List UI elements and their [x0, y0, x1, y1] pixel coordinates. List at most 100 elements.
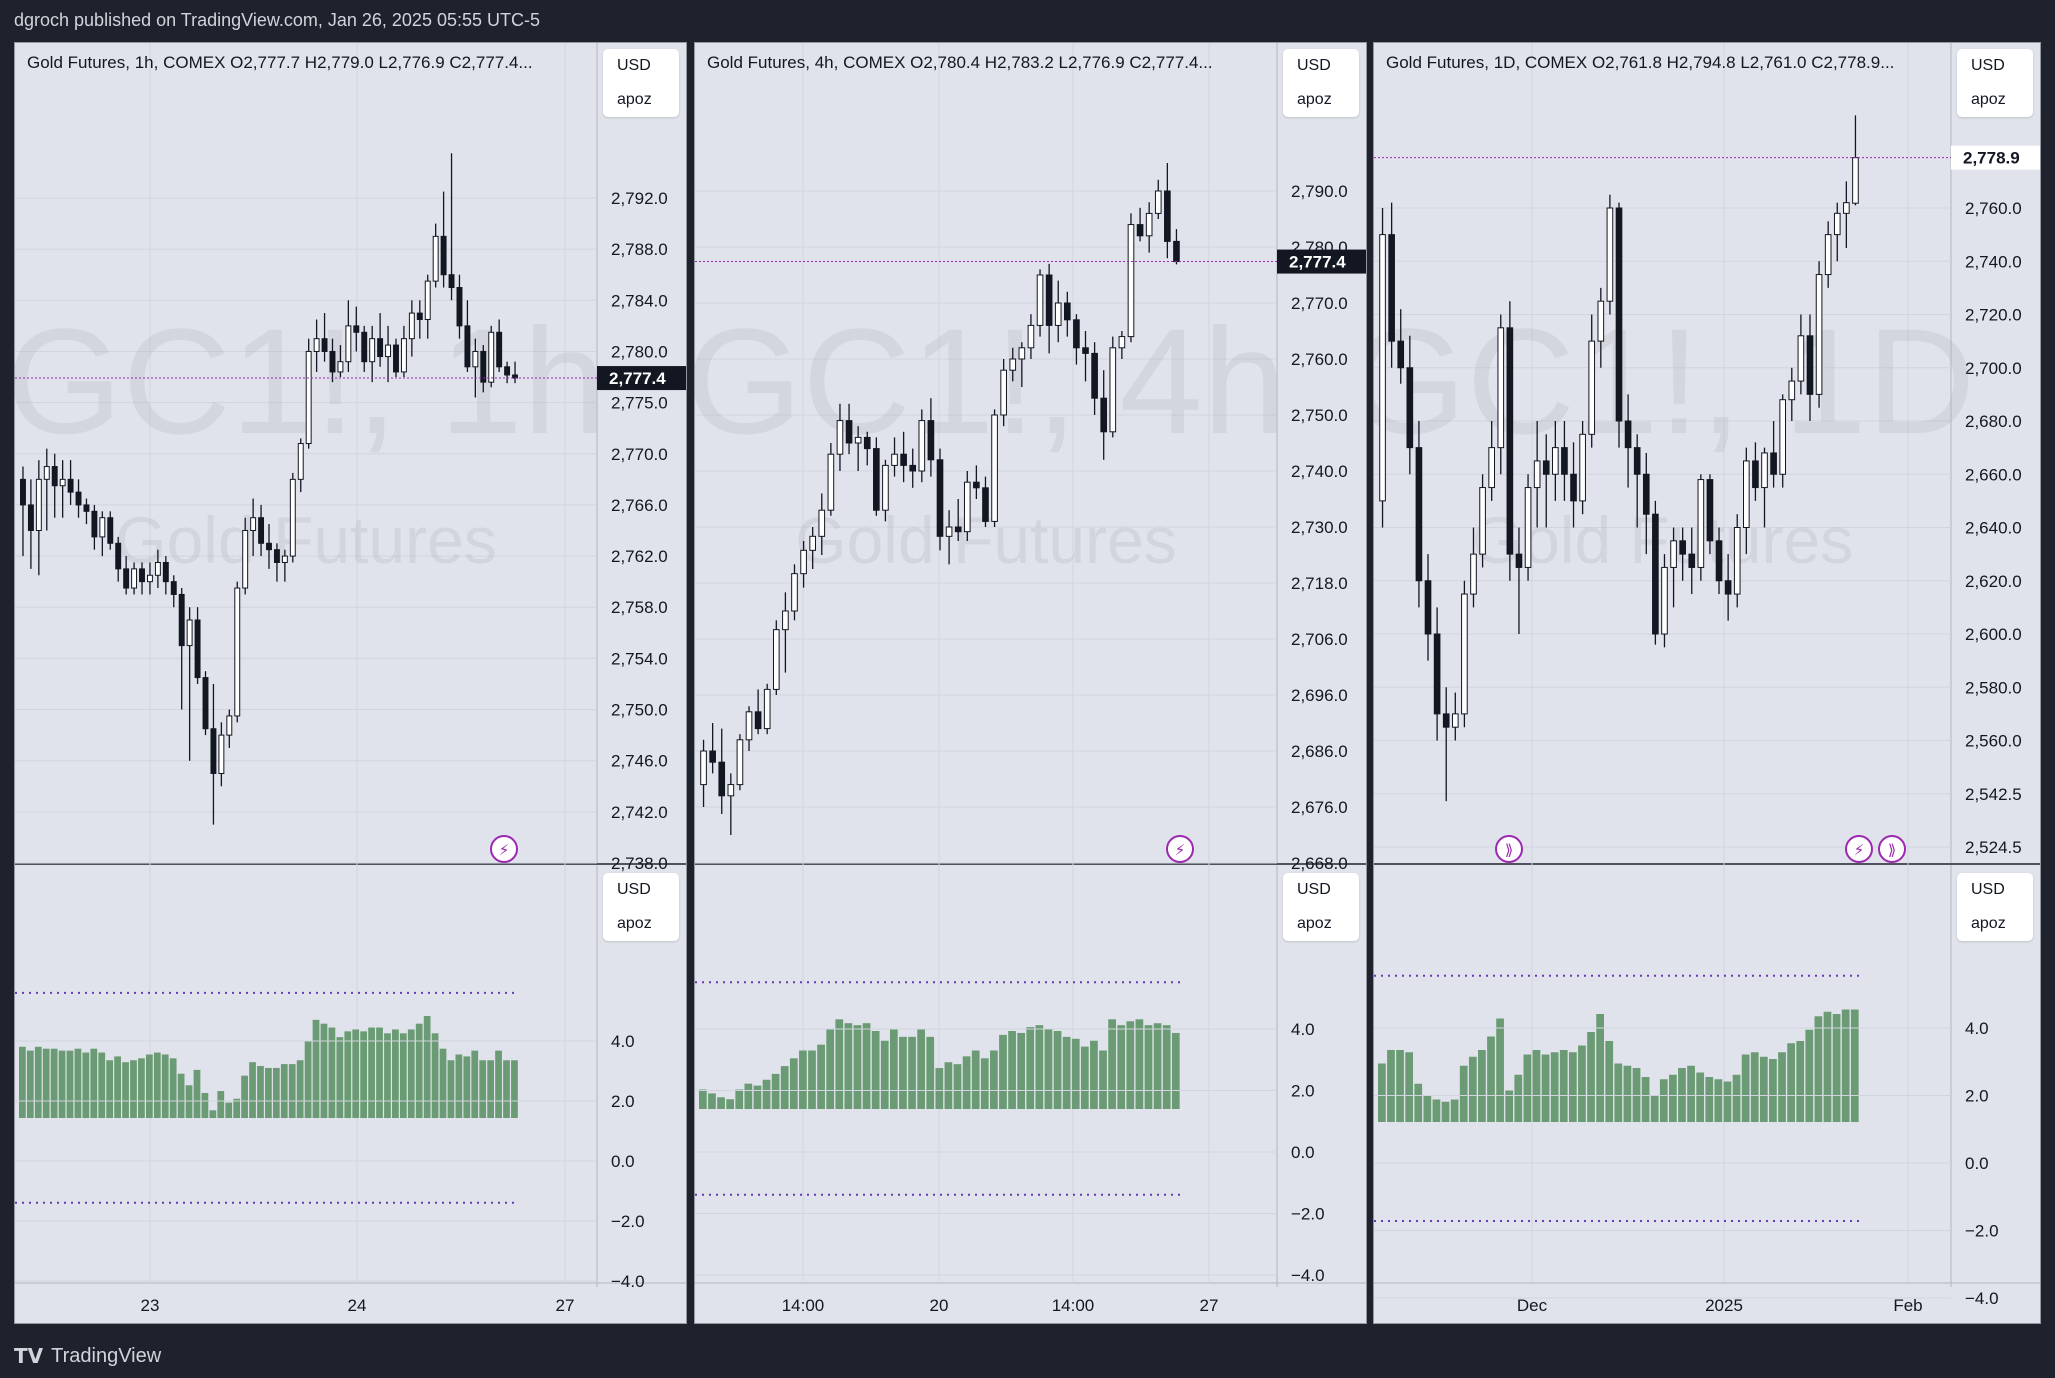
oscillator-bar: [762, 1079, 771, 1109]
symbol-legend[interactable]: Gold Futures, 4h, COMEX O2,780.4 H2,783.…: [707, 53, 1213, 72]
price-scale-badge[interactable]: USD apoz: [603, 49, 679, 117]
oscillator-bar: [26, 1050, 34, 1118]
oscillator-bar: [1669, 1074, 1677, 1122]
oscillator-bar: [1378, 1063, 1386, 1122]
event-circle-icon: [1166, 835, 1194, 863]
chart-panel-1h[interactable]: 2,792.0 2,788.0 2,784.0 2,780.0 2,775.0 2,770…: [14, 42, 687, 1324]
oscillator-bar: [439, 1048, 447, 1118]
price-tick-label: 2,766.0: [611, 496, 668, 515]
oscillator-bar: [1017, 1032, 1026, 1109]
oscillator-scale-badge[interactable]: USD apoz: [1283, 873, 1359, 941]
price-tick-label: 2,686.0: [1291, 742, 1348, 761]
event-icon: ⚡: [1175, 841, 1186, 859]
scale-label: apoz: [1297, 91, 1332, 108]
currency-label: USD: [1297, 57, 1331, 74]
chart-panel-1d[interactable]: 2,760.0 2,740.0 2,720.0 2,700.0 2,680.0 2,660…: [1373, 42, 2041, 1324]
oscillator-bar: [368, 1027, 375, 1118]
oscillator-bar: [1008, 1031, 1016, 1109]
oscillator-bar: [917, 1029, 925, 1109]
oscillator-tick-label: 0.0: [611, 1152, 635, 1171]
chart-background: [695, 43, 1366, 1323]
candle-body: [1715, 540, 1723, 582]
oscillator-bar: [899, 1036, 907, 1109]
price-tick-label: 2,580.0: [1965, 678, 2022, 697]
oscillator-bar: [455, 1054, 463, 1118]
chart-panel-4h[interactable]: 2,790.0 2,780.0 2,770.0 2,760.0 2,750.0 2,740…: [694, 42, 1367, 1324]
candle-body: [1164, 190, 1171, 242]
price-scale-badge[interactable]: USD apoz: [1283, 49, 1359, 117]
oscillator-bar: [423, 1015, 431, 1118]
candle-body: [194, 619, 201, 679]
oscillator-bar: [217, 1091, 225, 1118]
oscillator-bar: [999, 1034, 1007, 1109]
oscillator-bar: [90, 1048, 98, 1118]
price-tick-label: 2,706.0: [1291, 630, 1348, 649]
symbol-legend[interactable]: Gold Futures, 1D, COMEX O2,761.8 H2,794.…: [1386, 53, 1895, 72]
candle-body: [250, 517, 257, 532]
oscillator-bar: [817, 1044, 825, 1109]
candle-body: [27, 504, 34, 531]
oscillator-bar: [1035, 1025, 1044, 1109]
candle-body: [1697, 479, 1705, 568]
scale-label: apoz: [1971, 91, 2006, 108]
oscillator-tick-label: 2.0: [1291, 1082, 1315, 1101]
oscillator-bar: [376, 1027, 383, 1118]
price-scale-badge[interactable]: USD apoz: [1957, 49, 2033, 117]
candle-body: [408, 312, 415, 340]
candle-body: [1806, 335, 1814, 395]
oscillator-bar: [431, 1033, 439, 1118]
currency-label: USD: [617, 881, 651, 898]
chart-background: [1374, 43, 2040, 1323]
candle-body: [1173, 240, 1180, 263]
chart-svg: 2,790.02,780.02,770.02,760.02,750.02,740…: [695, 43, 1366, 1323]
candle-body: [945, 526, 953, 537]
candle-body: [416, 312, 423, 320]
oscillator-bar: [185, 1085, 193, 1118]
oscillator-bar: [1171, 1032, 1180, 1109]
candle-body: [1597, 300, 1605, 342]
oscillator-bar: [304, 1041, 312, 1118]
candle-body: [51, 466, 58, 487]
candle-body: [1852, 157, 1859, 204]
candle-body: [772, 629, 780, 690]
oscillator-bar: [1117, 1025, 1126, 1109]
price-tick-label: 2,720.0: [1965, 306, 2022, 325]
candle-body: [1542, 460, 1550, 475]
oscillator-bar: [1832, 1014, 1841, 1122]
oscillator-bar: [1387, 1050, 1395, 1122]
oscillator-scale-badge[interactable]: USD apoz: [603, 873, 679, 941]
oscillator-bar: [1732, 1074, 1741, 1122]
candle-body: [313, 338, 320, 352]
oscillator-bar: [1578, 1045, 1586, 1122]
oscillator-bar: [990, 1050, 998, 1109]
candle-body: [1588, 340, 1596, 435]
oscillator-scale-badge[interactable]: USD apoz: [1957, 873, 2033, 941]
oscillator-bar: [249, 1062, 256, 1118]
last-price-label-bg: [1277, 249, 1366, 274]
oscillator-bar: [1841, 1009, 1850, 1122]
candle-body: [1833, 212, 1841, 236]
candle-body: [424, 280, 431, 320]
oscillator-bar: [399, 1033, 407, 1118]
price-tick-label: 2,762.0: [611, 547, 668, 566]
candle-body: [1397, 340, 1405, 369]
oscillator-bar: [209, 1110, 217, 1118]
oscillator-bar: [98, 1052, 106, 1118]
candle-body: [345, 325, 352, 363]
candle-body: [1461, 593, 1468, 715]
candle-body: [1797, 335, 1805, 382]
candle-body: [226, 715, 233, 736]
oscillator-bar: [161, 1054, 169, 1118]
candle-body: [464, 325, 471, 368]
oscillator-bar: [1850, 1009, 1859, 1122]
oscillator-tick-label: 4.0: [1965, 1019, 1989, 1038]
symbol-legend[interactable]: Gold Futures, 1h, COMEX O2,777.7 H2,779.…: [27, 53, 533, 72]
oscillator-bar: [1053, 1031, 1062, 1109]
candle-body: [1479, 487, 1486, 555]
oscillator-bar: [1787, 1043, 1795, 1122]
candle-body: [1679, 540, 1686, 555]
oscillator-bar: [272, 1067, 280, 1118]
oscillator-bar: [1044, 1029, 1053, 1109]
candle-body: [377, 338, 384, 358]
oscillator-bar: [392, 1029, 399, 1118]
